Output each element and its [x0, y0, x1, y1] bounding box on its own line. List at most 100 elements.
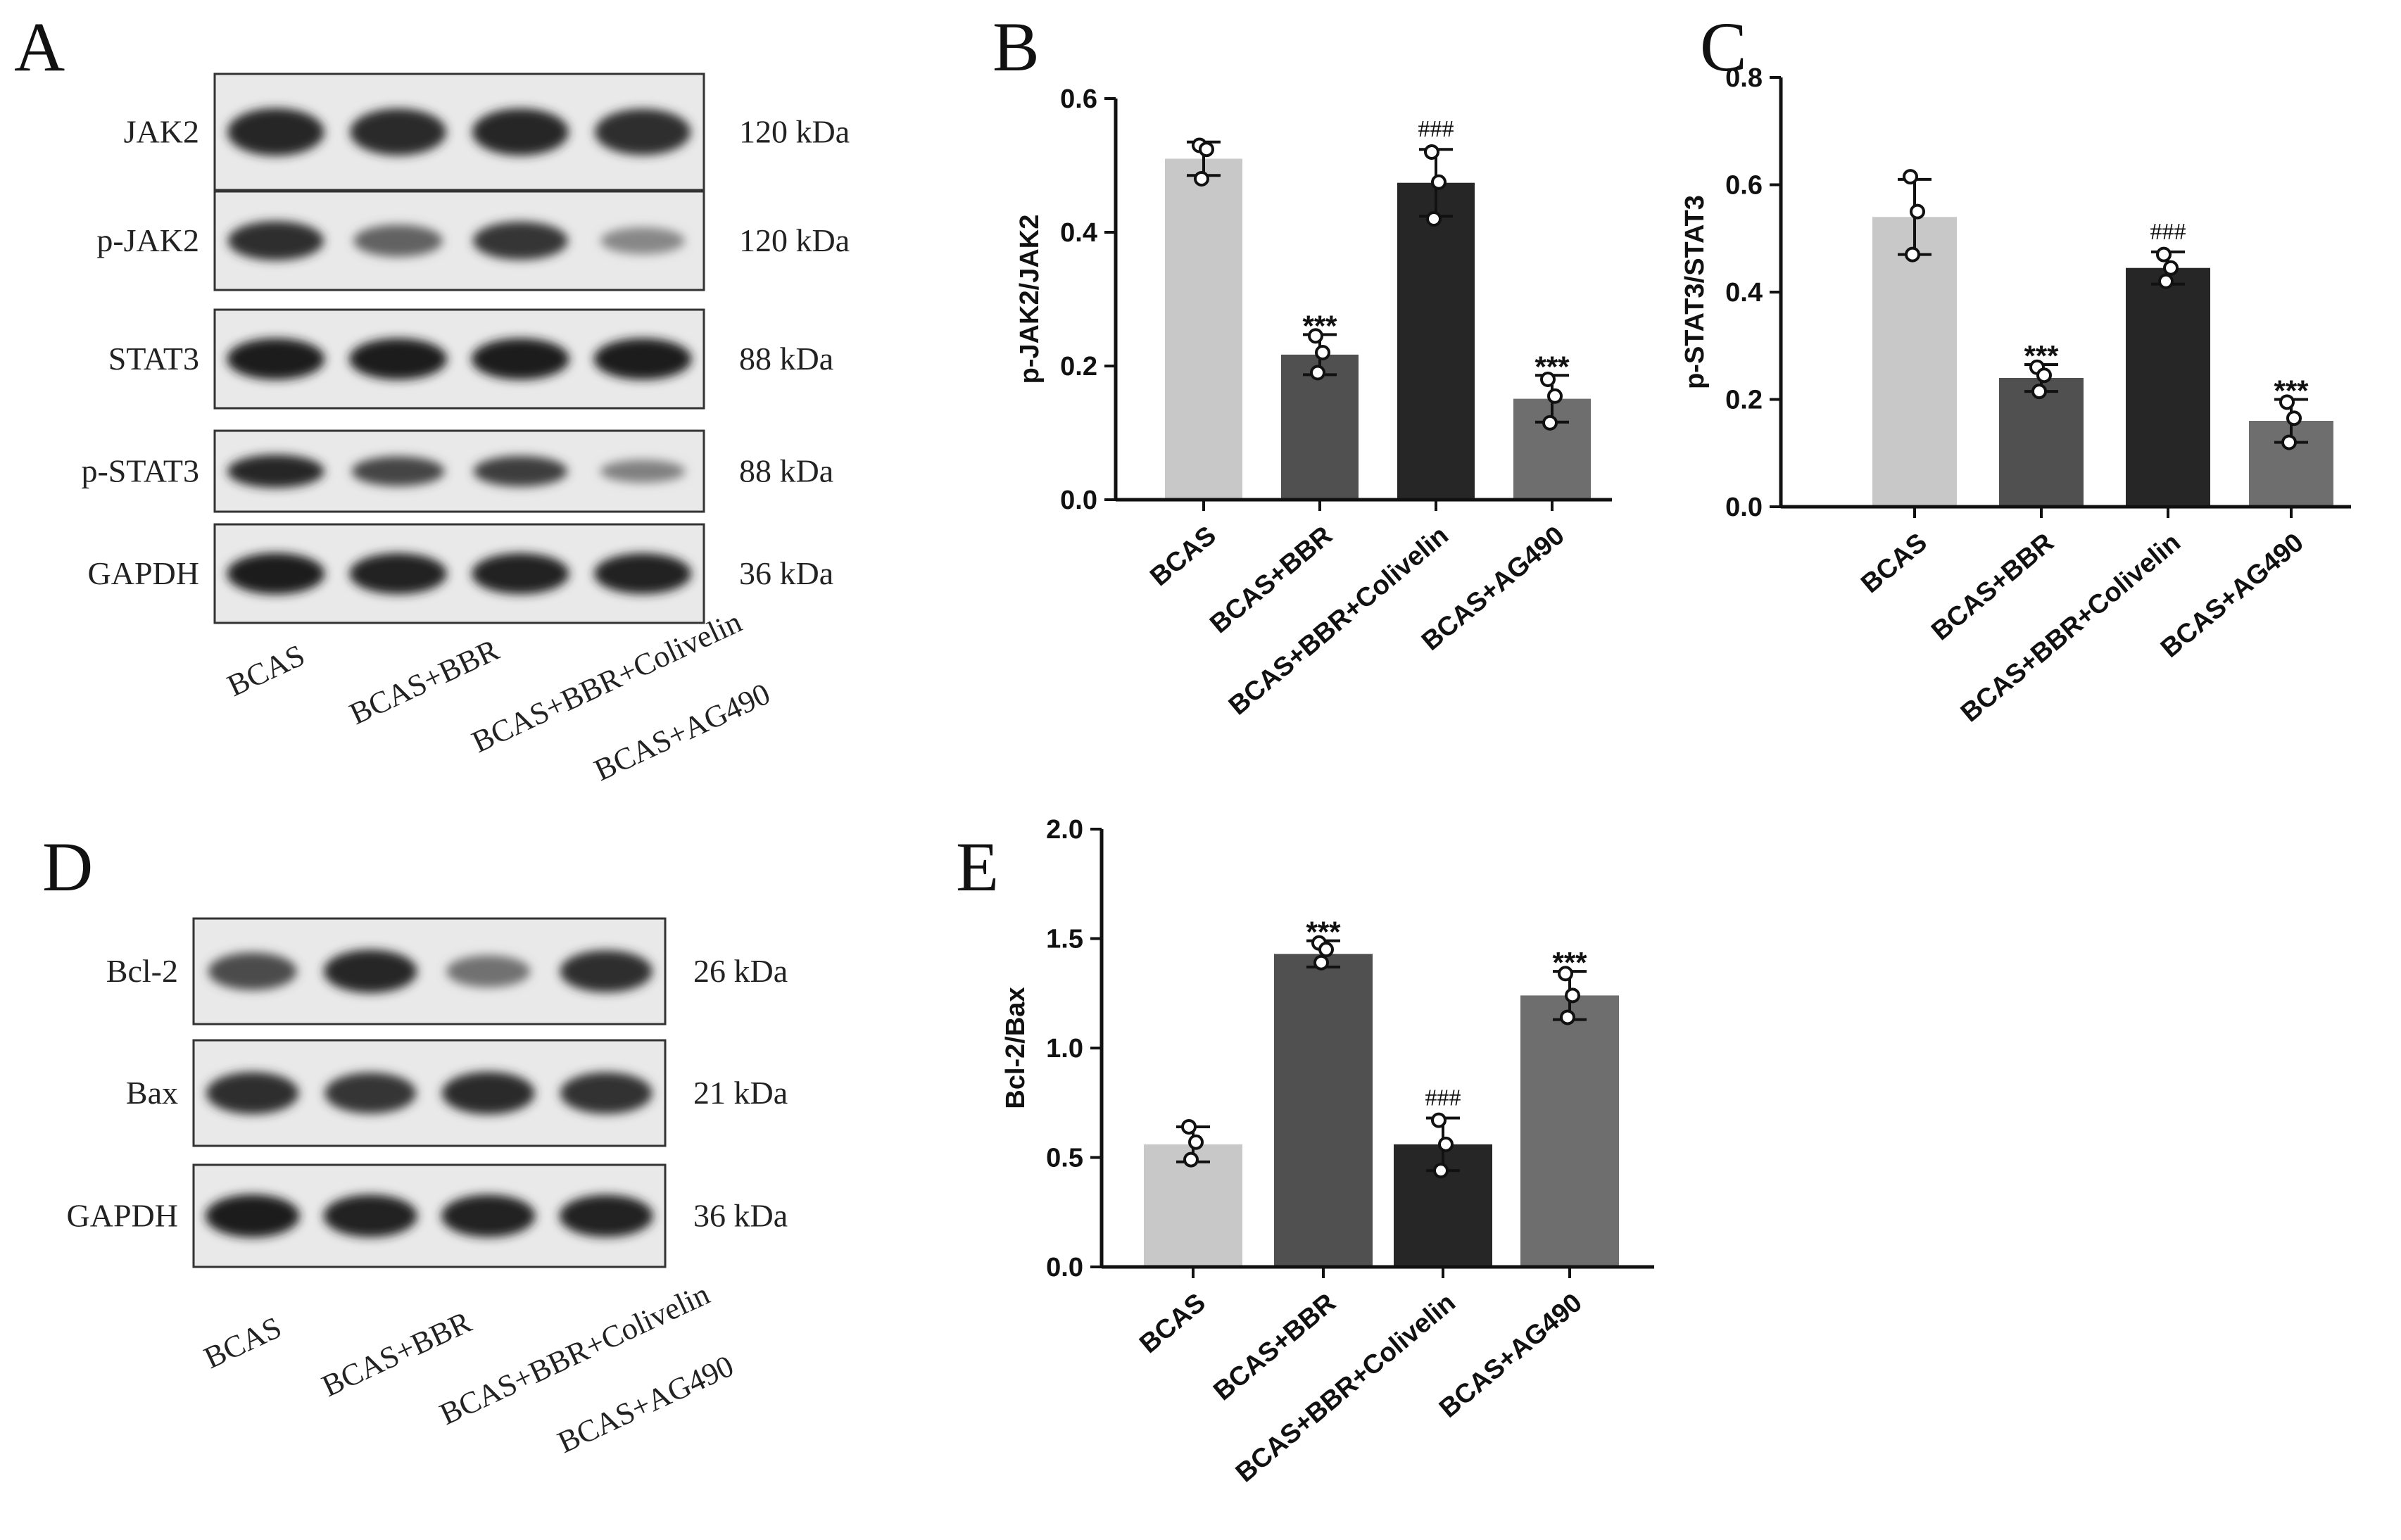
y-axis-title: Bcl-2/Bax	[1001, 987, 1031, 1109]
data-point	[1315, 345, 1330, 360]
y-tick-label: 0.2	[1725, 386, 1763, 415]
blot-size-label: 36 kDa	[739, 555, 833, 591]
data-point	[1181, 1118, 1197, 1135]
y-tick-label: 0.4	[1060, 218, 1097, 248]
blot-band	[472, 108, 569, 156]
y-tick-label: 0.0	[1725, 493, 1763, 522]
bar-1	[1165, 158, 1242, 500]
x-tick-label: BCAS+BBR+Colivelin	[1955, 528, 2186, 728]
significance-mark: ***	[2274, 374, 2309, 408]
y-tick-label: 0.6	[1725, 171, 1763, 201]
blot-band	[600, 460, 686, 483]
bar-4	[1520, 995, 1619, 1267]
blot-protein-label: Bax	[126, 1075, 178, 1111]
blot-a-lane-label: BCAS+BBR	[344, 632, 505, 731]
blot-size-label: 120 kDa	[739, 222, 850, 258]
bar-2	[1999, 378, 2084, 507]
bar-2	[1274, 954, 1373, 1267]
chart-b: ***###***0.00.20.40.6BCASBCAS+BBRBCAS+BB…	[1015, 84, 1612, 721]
significance-mark: ###	[2150, 219, 2186, 245]
x-tick-label: BCAS	[1855, 528, 1932, 599]
data-point	[1431, 1112, 1447, 1128]
blot-size-label: 88 kDa	[739, 341, 833, 377]
y-tick-label: 1.5	[1046, 925, 1083, 954]
blot-a-row-p-stat3: p-STAT3 88 kDa	[81, 429, 833, 513]
blot-a-row-gapdh: GAPDH 36 kDa	[88, 523, 833, 624]
blot-band	[560, 1072, 653, 1114]
blot-size-label: 88 kDa	[739, 453, 833, 489]
blot-protein-label: GAPDH	[88, 555, 199, 591]
y-tick-label: 0.8	[1725, 63, 1763, 93]
blot-a-lane-label: BCAS	[222, 638, 310, 703]
blot-band	[441, 1071, 535, 1115]
y-tick-label: 0.0	[1060, 486, 1097, 515]
data-point	[1910, 203, 1925, 220]
blot-band	[324, 1072, 417, 1114]
blot-band	[559, 1194, 653, 1237]
data-point	[2156, 246, 2172, 263]
bar-1	[1872, 217, 1957, 507]
blot-size-label: 36 kDa	[693, 1198, 788, 1234]
blot-size-label: 21 kDa	[693, 1075, 788, 1111]
data-point	[1310, 365, 1325, 381]
data-point	[1318, 942, 1334, 958]
y-tick-label: 0.6	[1060, 84, 1097, 114]
blot-size-label: 120 kDa	[739, 114, 850, 150]
blot-protein-label: JAK2	[124, 114, 199, 150]
data-point	[1424, 144, 1439, 160]
data-point	[2286, 410, 2302, 427]
blot-band	[441, 1194, 536, 1237]
blot-band	[227, 108, 324, 156]
data-point	[1199, 141, 1214, 158]
blot-band	[351, 456, 445, 486]
y-tick-label: 2.0	[1046, 815, 1083, 845]
blot-a-row-p-jak2: p-JAK2 120 kDa	[96, 190, 850, 291]
data-point	[1560, 1009, 1575, 1025]
data-point	[1540, 372, 1556, 387]
significance-mark: ###	[1418, 116, 1454, 142]
blot-band	[473, 455, 568, 487]
blot-band	[446, 955, 531, 987]
blot-protein-label: p-JAK2	[96, 222, 199, 258]
significance-mark: ***	[1306, 916, 1341, 949]
blot-band	[594, 553, 692, 594]
blot-band	[349, 553, 447, 595]
x-tick-label: BCAS+BBR+Colivelin	[1223, 521, 1454, 721]
blot-d-lane-label: BCAS+BBR	[317, 1304, 477, 1403]
data-point	[1438, 1136, 1454, 1152]
blot-band	[560, 950, 653, 992]
blot-protein-label: GAPDH	[67, 1198, 178, 1234]
data-point	[2036, 367, 2052, 384]
y-tick-label: 0.4	[1725, 278, 1763, 308]
blot-band	[600, 227, 685, 255]
blot-band	[593, 338, 692, 380]
data-point	[1431, 174, 1447, 190]
data-point	[2163, 260, 2179, 276]
significance-mark: ***	[1302, 309, 1337, 342]
data-point	[1558, 966, 1573, 982]
data-point	[1565, 987, 1580, 1004]
data-point	[2031, 384, 2047, 400]
y-tick-label: 0.2	[1060, 352, 1097, 381]
blot-a-row-jak2: JAK2 120 kDa	[124, 72, 850, 191]
data-point	[1426, 211, 1442, 227]
data-point	[1183, 1151, 1199, 1168]
blot-protein-label: p-STAT3	[81, 453, 199, 489]
blot-band	[227, 454, 324, 488]
blot-d-row-bcl-2: Bcl-2 26 kDa	[106, 917, 788, 1025]
data-point	[1905, 246, 1920, 263]
data-point	[2158, 273, 2174, 289]
blot-band	[227, 221, 324, 260]
blot-d-lane-label: BCAS	[198, 1310, 286, 1375]
blot-protein-label: Bcl-2	[106, 953, 178, 989]
significance-mark: ***	[2024, 339, 2059, 372]
blot-a-row-stat3: STAT3 88 kDa	[108, 308, 833, 410]
panel-letter-c: C	[1700, 8, 1747, 86]
y-axis-title: p-STAT3/STAT3	[1680, 195, 1710, 389]
blot-band	[206, 1072, 299, 1114]
data-point	[1308, 328, 1323, 344]
blot-band	[350, 108, 447, 156]
significance-mark: ***	[1535, 350, 1570, 383]
y-axis-title: p-JAK2/JAK2	[1015, 215, 1045, 384]
data-point	[1313, 954, 1329, 971]
